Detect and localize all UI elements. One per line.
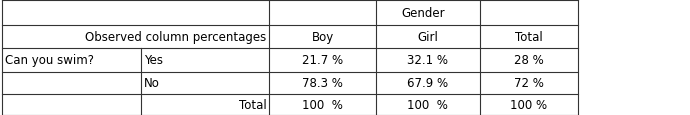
Text: Total: Total [515, 31, 543, 44]
Text: Can you swim?: Can you swim? [5, 54, 94, 67]
Text: Girl: Girl [417, 31, 438, 44]
Text: Observed column percentages: Observed column percentages [85, 31, 266, 44]
Text: 100 %: 100 % [511, 98, 547, 111]
Text: No: No [144, 76, 160, 89]
Text: 32.1 %: 32.1 % [407, 54, 448, 67]
Text: 21.7 %: 21.7 % [302, 54, 343, 67]
Text: 78.3 %: 78.3 % [302, 76, 343, 89]
Text: Boy: Boy [311, 31, 334, 44]
Text: 28 %: 28 % [514, 54, 544, 67]
Text: Total: Total [239, 98, 266, 111]
Text: 100  %: 100 % [407, 98, 448, 111]
Text: Yes: Yes [144, 54, 164, 67]
Text: 100  %: 100 % [302, 98, 343, 111]
Text: 72 %: 72 % [514, 76, 544, 89]
Text: 67.9 %: 67.9 % [407, 76, 448, 89]
Text: Gender: Gender [402, 6, 446, 19]
